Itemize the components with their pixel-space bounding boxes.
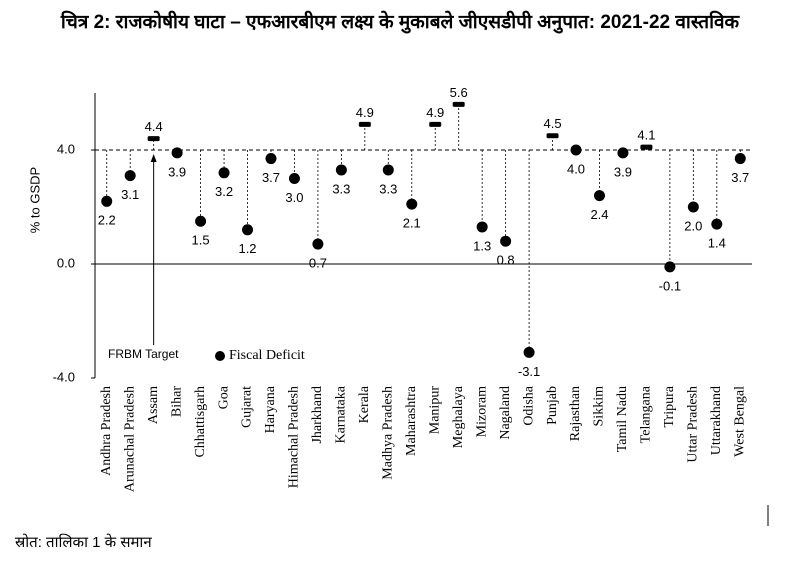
marker-dot: [312, 238, 324, 250]
x-tick-label: Himachal Pradesh: [287, 386, 302, 488]
y-tick-label: 4.0: [57, 141, 75, 156]
data-label: -0.1: [659, 278, 681, 293]
data-label: 2.2: [98, 213, 116, 228]
marker-dot: [664, 261, 676, 273]
x-tick-label: Chhattisgarh: [193, 386, 208, 458]
x-tick-label: Haryana: [263, 385, 278, 433]
data-label: 4.0: [567, 161, 585, 176]
marker-dot: [593, 190, 605, 202]
data-label: 4.9: [426, 105, 444, 120]
data-label: 3.3: [379, 181, 397, 196]
legend-marker: [215, 351, 225, 361]
data-label: 3.7: [262, 170, 280, 185]
marker-dot: [171, 147, 183, 159]
x-tick-label: West Bengal: [732, 386, 747, 457]
marker-dot: [617, 147, 629, 159]
y-tick-label: 0.0: [57, 255, 75, 270]
data-label: 3.1: [121, 187, 139, 202]
marker-dot: [711, 218, 723, 230]
marker-dot: [734, 153, 746, 165]
x-tick-label: Bihar: [169, 386, 184, 417]
data-label: 3.2: [215, 184, 233, 199]
data-label: 3.0: [285, 190, 303, 205]
marker-dash: [429, 121, 442, 127]
x-tick-label: Goa: [216, 385, 231, 409]
marker-dot: [242, 224, 254, 236]
data-label: 4.1: [637, 128, 655, 143]
marker-dot: [218, 167, 230, 179]
marker-dot: [195, 215, 207, 227]
x-tick-label: Kerala: [357, 385, 372, 423]
marker-dot: [570, 144, 582, 156]
marker-dot: [265, 153, 277, 165]
x-tick-label: Assam: [146, 386, 161, 424]
y-tick-label: -4.0: [53, 369, 75, 384]
x-tick-label: Telangana: [639, 385, 654, 443]
x-tick-label: Madhya Pradesh: [381, 386, 396, 480]
marker-dot: [101, 195, 113, 207]
x-tick-label: Manipur: [427, 386, 442, 435]
data-label: 2.0: [684, 218, 702, 233]
marker-dash: [358, 121, 371, 127]
marker-dot: [335, 164, 347, 176]
x-tick-label: Uttar Pradesh: [686, 386, 701, 463]
marker-dot: [288, 173, 300, 184]
x-tick-label: Karnataka: [334, 385, 349, 443]
data-label: 5.6: [450, 85, 468, 100]
x-tick-label: Tripura: [662, 385, 677, 427]
y-axis-label: % to GSDP: [27, 167, 42, 233]
source-note: स्रोत: तालिका 1 के समान: [15, 534, 152, 551]
data-label: 0.7: [309, 255, 327, 270]
x-tick-label: Nagaland: [498, 386, 513, 440]
x-tick-label: Gujarat: [240, 386, 255, 428]
data-label: 4.5: [544, 116, 562, 131]
data-label: 3.3: [332, 181, 350, 196]
arrow-head: [150, 154, 157, 162]
data-label: 1.4: [708, 236, 726, 251]
marker-dash: [546, 133, 559, 139]
marker-dot: [500, 235, 512, 247]
x-tick-label: Punjab: [545, 386, 560, 425]
x-tick-label: Jharkhand: [310, 386, 325, 444]
marker-dot: [523, 346, 535, 358]
data-label: 3.7: [731, 170, 749, 185]
x-tick-label: Andhra Pradesh: [99, 386, 114, 476]
data-label: 3.9: [614, 164, 632, 179]
marker-dot: [124, 170, 136, 182]
marker-dot: [476, 221, 488, 233]
marker-dot: [406, 198, 418, 210]
data-label: 3.9: [168, 164, 186, 179]
x-tick-label: Odisha: [521, 385, 536, 425]
x-tick-label: Meghalaya: [451, 385, 466, 448]
x-tick-label: Uttarakhand: [709, 386, 724, 455]
data-label: 2.1: [403, 216, 421, 231]
x-tick-label: Mizoram: [474, 386, 489, 437]
data-label: -3.1: [518, 364, 540, 379]
legend-label: FRBM Target: [108, 347, 179, 361]
data-label: 1.2: [238, 241, 256, 256]
marker-dash: [452, 101, 465, 107]
data-label: 0.8: [497, 253, 515, 268]
data-label: 2.4: [590, 207, 608, 222]
marker-dot: [687, 201, 699, 213]
legend-label: Fiscal Deficit: [229, 348, 305, 363]
x-tick-label: Sikkim: [592, 386, 607, 427]
x-tick-label: Maharashtra: [404, 385, 419, 456]
data-label: 4.4: [145, 119, 163, 134]
marker-dash: [640, 144, 653, 150]
marker-dot: [382, 164, 394, 176]
marker-dash: [147, 136, 160, 142]
data-label: 1.3: [473, 238, 491, 253]
chart-title: चित्र 2: राजकोषीय घाटा – एफआरबीएम लक्ष्य…: [60, 12, 740, 33]
data-label: 4.9: [356, 105, 374, 120]
x-tick-label: Tamil Nadu: [615, 386, 630, 452]
x-tick-label: Rajasthan: [568, 386, 583, 441]
data-label: 1.5: [192, 233, 210, 248]
x-tick-label: Arunachal Pradesh: [122, 386, 137, 492]
